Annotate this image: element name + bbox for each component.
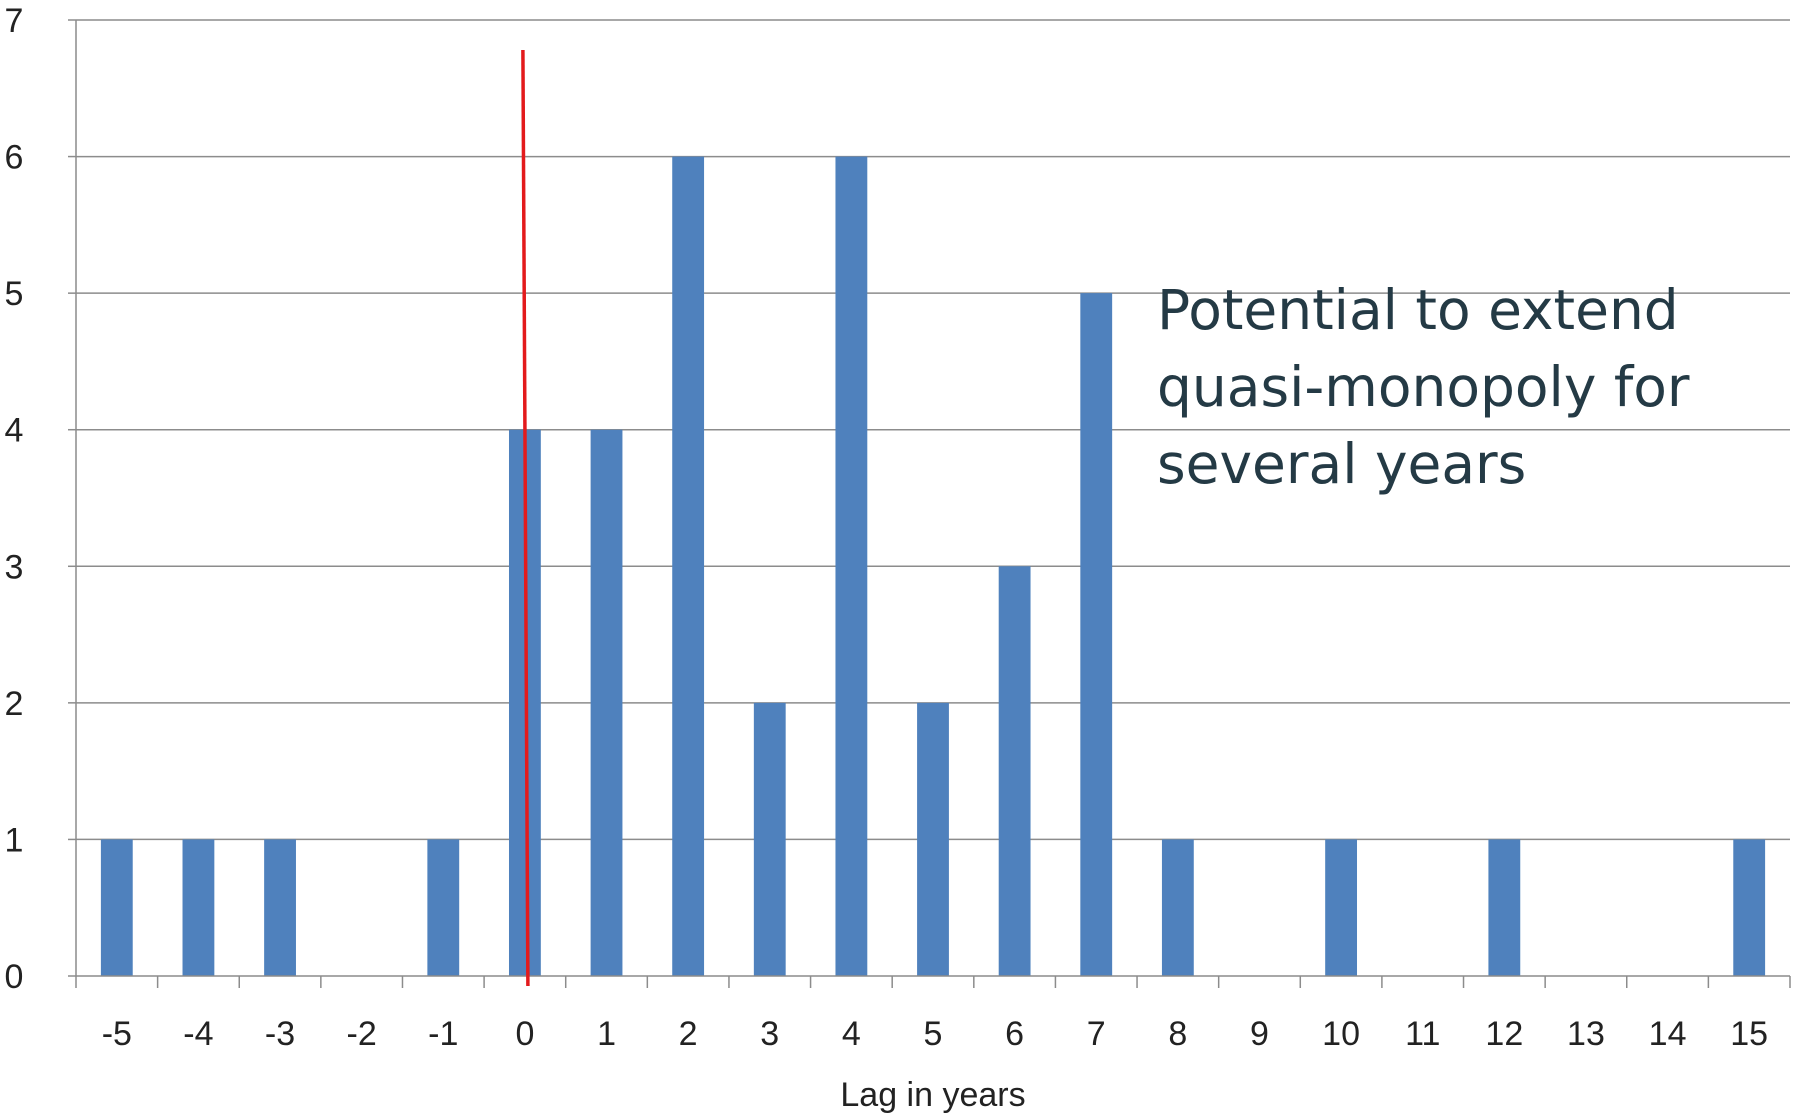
- x-tick-label: -1: [428, 1015, 458, 1053]
- annotation-line: several years: [1157, 432, 1527, 496]
- bar: [1080, 293, 1113, 977]
- axes: [75, 20, 1791, 988]
- bar: [264, 839, 296, 976]
- x-tick-label: 15: [1730, 1015, 1768, 1053]
- y-tick-label: 4: [5, 412, 24, 450]
- bar: [1325, 839, 1358, 976]
- x-tick-label: 5: [924, 1015, 943, 1053]
- x-tick-label: 3: [760, 1015, 779, 1053]
- x-axis-title: Lag in years: [840, 1076, 1025, 1114]
- x-tick-label: 14: [1649, 1015, 1687, 1053]
- x-tick-label: -2: [347, 1015, 377, 1053]
- x-tick-label: 6: [1005, 1015, 1024, 1053]
- annotation-line: Potential to extend: [1157, 278, 1679, 342]
- y-tick-label: 1: [5, 821, 24, 859]
- y-tick-label: 7: [5, 2, 24, 40]
- bar: [182, 839, 215, 976]
- y-tick-label: 5: [5, 275, 24, 313]
- x-tick-label: 8: [1168, 1015, 1187, 1053]
- x-tick-label: 12: [1485, 1015, 1523, 1053]
- bar: [1161, 839, 1194, 976]
- x-tick-label: 11: [1405, 1015, 1440, 1053]
- bar: [100, 839, 133, 976]
- x-tick-label: -5: [102, 1015, 132, 1053]
- annotation: Potential to extend quasi-monopoly for s…: [1157, 272, 1690, 503]
- y-tick-label: 2: [5, 685, 24, 723]
- bar: [1733, 839, 1766, 976]
- bars: [100, 156, 1766, 977]
- x-tick-label: 9: [1250, 1015, 1269, 1053]
- x-tick-label: 13: [1567, 1015, 1605, 1053]
- bar: [1488, 839, 1521, 976]
- bar: [998, 566, 1031, 976]
- x-tick-labels: -5 -4 -3 -2 -1 0 1 2 3 4 5 6 7 8 9 10 11 12 13 14 15: [102, 1015, 1768, 1053]
- x-tick-label: 10: [1322, 1015, 1360, 1053]
- y-tick-labels: 0 1 2 3 4 5 6 7: [5, 2, 24, 996]
- y-tick-label: 3: [5, 548, 24, 586]
- y-tick-label: 6: [5, 139, 24, 177]
- x-tick-label: -4: [183, 1015, 213, 1053]
- bar: [590, 429, 623, 976]
- bar: [672, 156, 705, 977]
- reference-line: [521, 49, 530, 987]
- bar: [427, 839, 460, 976]
- bar: [917, 702, 949, 976]
- x-tick-label: 1: [597, 1015, 616, 1053]
- x-tick-label: 2: [679, 1015, 698, 1053]
- gridlines: [68, 19, 1790, 977]
- bar: [835, 156, 868, 977]
- annotation-line: quasi-monopoly for: [1157, 355, 1690, 419]
- x-tick-label: 7: [1087, 1015, 1106, 1053]
- x-tick-label: 0: [515, 1015, 534, 1053]
- x-tick-label: 4: [842, 1015, 861, 1053]
- x-tick-label: -3: [265, 1015, 295, 1053]
- y-tick-label: 0: [5, 958, 24, 996]
- bar: [753, 702, 786, 976]
